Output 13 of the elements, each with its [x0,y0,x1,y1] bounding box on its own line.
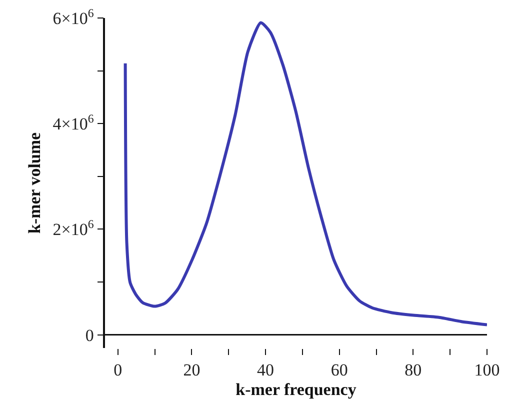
x-tick-label: 100 [474,360,500,380]
x-axis-title: k-mer frequency [236,380,357,399]
y-tick-label: 2×10$^{6}$ [52,217,94,240]
x-tick-label: 60 [330,360,348,380]
x-tick-label: 0 [114,360,122,380]
x-tick-label: 20 [183,360,200,380]
line-series [124,21,487,326]
x-tick-label: 80 [404,360,422,380]
y-tick-label: 6×10$^{6}$ [52,6,94,28]
y-axis-title: k-mer volume [24,132,44,234]
x-tick-label: 40 [257,360,274,380]
y-tick-label: 0 [85,326,94,345]
y-tick-label: 4×10$^{6}$ [52,111,94,134]
